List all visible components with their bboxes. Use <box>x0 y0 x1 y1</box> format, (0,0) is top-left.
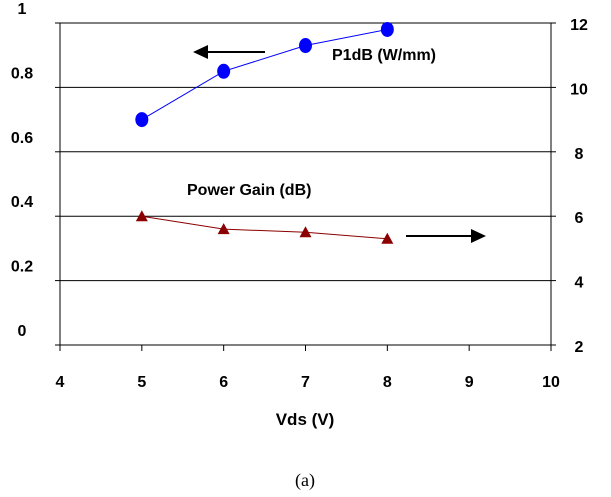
p1db-series-label: P1dB (W/mm) <box>332 47 436 64</box>
p1db-point <box>217 63 231 79</box>
right-arrow <box>406 229 486 243</box>
p1db-point <box>299 38 312 54</box>
x-tick-label: 9 <box>465 374 474 391</box>
power-gain-series-label: Power Gain (dB) <box>187 182 311 199</box>
x-tick-label: 7 <box>301 374 310 391</box>
left-y-tick-label: 0.4 <box>11 194 33 211</box>
power-gain-point <box>135 210 148 222</box>
x-tick-label: 6 <box>219 374 228 391</box>
series-line-0 <box>141 28 388 121</box>
power-gain-point <box>381 232 394 244</box>
power-gain-point <box>217 223 230 235</box>
figure-caption: (a) <box>295 470 315 491</box>
p1db-point <box>380 21 394 37</box>
left-y-tick-label: 0 <box>18 323 27 340</box>
series-group <box>135 21 394 244</box>
series-line-1 <box>141 215 388 240</box>
p1db-point <box>135 112 149 128</box>
right-y-tick-label: 10 <box>570 81 588 98</box>
left-y-tick-label: 0.8 <box>11 65 33 82</box>
left-y-tick-label: 0.6 <box>11 130 33 147</box>
x-tick-label: 8 <box>383 374 392 391</box>
right-y-tick-label: 4 <box>575 275 584 292</box>
left-y-ticks: 0 0.2 0.4 0.6 0.8 1 <box>11 1 60 346</box>
right-y-tick-label: 2 <box>575 339 584 356</box>
grid-lines <box>60 22 551 282</box>
x-axis-title: Vds (V) <box>276 410 335 429</box>
right-y-ticks: 2 4 6 8 10 12 <box>551 17 588 356</box>
x-ticks: 4 5 6 7 8 9 10 <box>56 345 560 391</box>
left-arrow <box>193 45 265 59</box>
x-tick-label: 4 <box>56 374 65 391</box>
left-y-tick-label: 0.2 <box>11 259 33 276</box>
right-y-tick-label: 12 <box>570 17 588 34</box>
power-gain-point <box>299 226 312 238</box>
x-tick-label: 10 <box>542 374 560 391</box>
right-y-tick-label: 6 <box>575 210 584 227</box>
right-y-tick-label: 8 <box>575 146 584 163</box>
left-y-tick-label: 1 <box>18 1 27 18</box>
x-tick-label: 5 <box>137 374 146 391</box>
